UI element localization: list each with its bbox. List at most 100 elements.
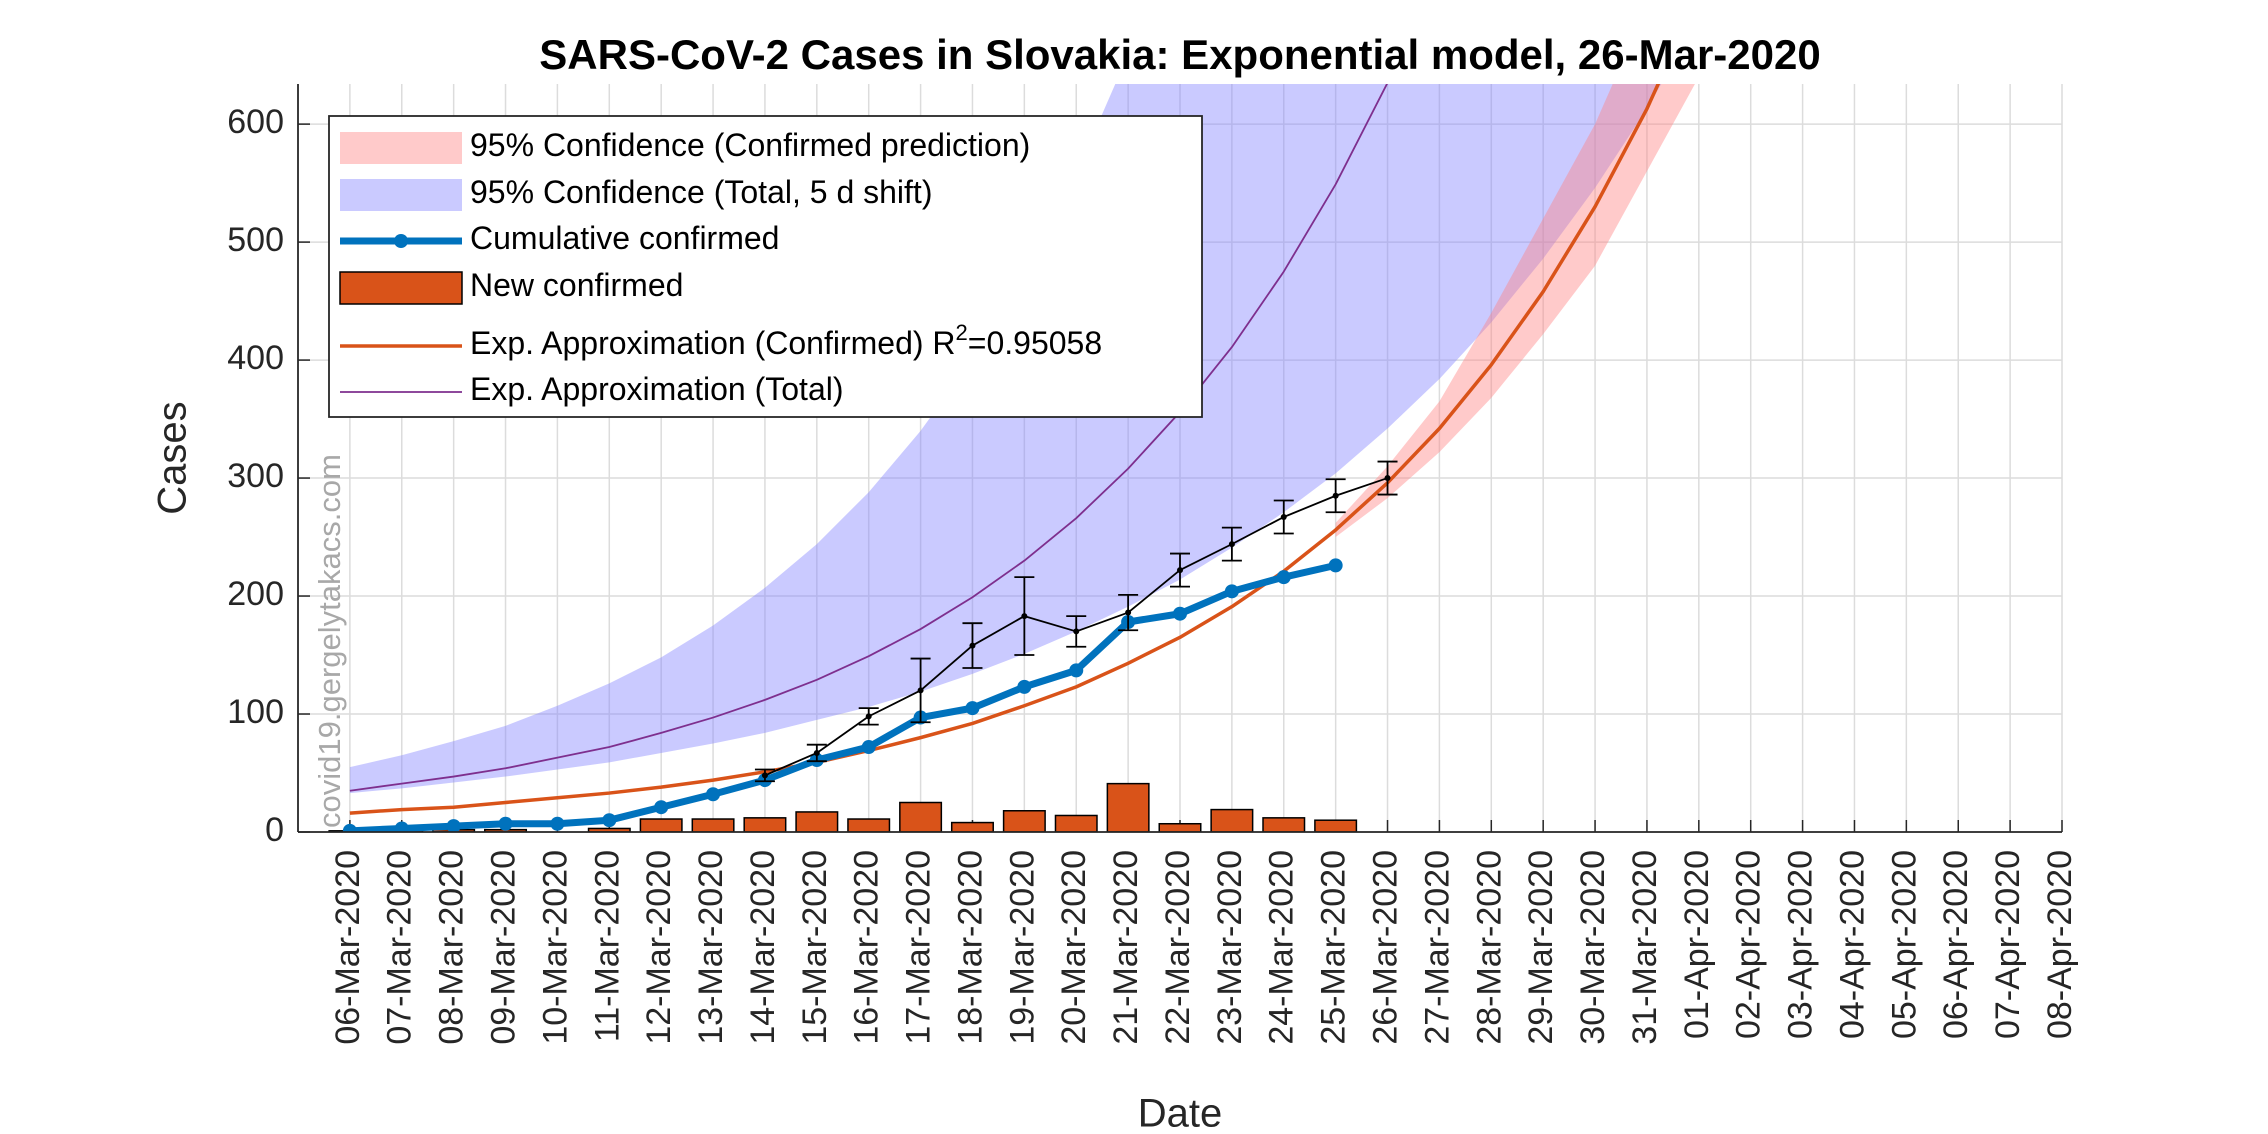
marker [969, 642, 976, 649]
legend-label: Exp. Approximation (Confirmed) R2=0.9505… [470, 320, 1102, 362]
y-tick-label: 600 [227, 103, 284, 141]
marker [498, 816, 513, 831]
marker [1224, 584, 1239, 599]
x-tick-label: 19-Mar-2020 [1003, 850, 1041, 1045]
legend-label-part: 95% Confidence (Total, 5 d shift) [470, 174, 932, 210]
bar [1314, 819, 1358, 832]
x-tick-label: 30-Mar-2020 [1574, 850, 1612, 1045]
y-tick-label: 300 [227, 457, 284, 495]
bar [691, 818, 735, 832]
y-tick-label: 500 [227, 221, 284, 259]
cumulative-line [349, 561, 1337, 832]
confidence-band [349, 84, 1662, 794]
x-tick-label: 12-Mar-2020 [640, 850, 678, 1045]
x-tick-label: 03-Apr-2020 [1782, 850, 1820, 1039]
legend-label: New confirmed [470, 267, 683, 303]
x-tick-label: 27-Mar-2020 [1418, 850, 1456, 1045]
x-tick-label: 15-Mar-2020 [796, 850, 834, 1045]
y-tick-label: 0 [265, 811, 284, 849]
x-tick-label: 31-Mar-2020 [1626, 850, 1664, 1045]
bar [639, 818, 683, 832]
marker [1069, 663, 1084, 678]
x-tick-label: 11-Mar-2020 [588, 850, 626, 1042]
x-tick-label: 07-Apr-2020 [1989, 850, 2027, 1039]
marker [1280, 513, 1287, 520]
marker [813, 749, 820, 756]
marker [446, 819, 461, 832]
bar [1158, 822, 1202, 832]
x-tick-label: 25-Mar-2020 [1315, 850, 1353, 1045]
x-tick-label: 22-Mar-2020 [1159, 850, 1197, 1045]
legend-swatch [340, 132, 462, 164]
bar [899, 801, 943, 832]
x-tick-label: 05-Apr-2020 [1885, 850, 1923, 1039]
x-tick-label: 26-Mar-2020 [1367, 850, 1405, 1045]
x-tick-label: 06-Mar-2020 [329, 850, 367, 1045]
marker [654, 800, 669, 815]
marker [602, 813, 617, 828]
marker [865, 713, 872, 720]
x-tick-label: 17-Mar-2020 [900, 850, 938, 1045]
marker [1173, 606, 1187, 621]
legend-box [328, 115, 1203, 418]
x-tick-label: 06-Apr-2020 [1937, 850, 1975, 1039]
marker [917, 687, 924, 694]
y-tick-label: 200 [227, 575, 284, 613]
legend-label: 95% Confidence (Confirmed prediction) [470, 127, 1030, 163]
bar [1054, 814, 1098, 832]
y-tick-label: 400 [227, 339, 284, 377]
x-tick-label: 21-Mar-2020 [1107, 850, 1145, 1045]
legend-label-part: =0.95058 [968, 325, 1102, 361]
marker [1276, 570, 1291, 585]
bar [1002, 810, 1046, 832]
marker [342, 823, 357, 832]
marker [1017, 679, 1032, 694]
legend-swatch [339, 271, 463, 305]
x-tick-label: 01-Apr-2020 [1678, 850, 1716, 1039]
legend-label-part: Exp. Approximation (Confirmed) R [470, 325, 956, 361]
marker [1384, 475, 1391, 482]
watermark: covid19.gergelytakacs.com [312, 454, 347, 828]
bar [847, 818, 891, 832]
exp-line [349, 84, 1661, 815]
legend-label: 95% Confidence (Total, 5 d shift) [470, 174, 932, 210]
bar [1262, 817, 1306, 832]
marker [965, 701, 980, 716]
legend-label-part: Cumulative confirmed [470, 220, 779, 256]
x-tick-label: 29-Mar-2020 [1522, 850, 1560, 1045]
legend-swatch [394, 234, 408, 248]
x-axis-label: Date [1138, 1092, 1223, 1134]
marker [394, 821, 409, 832]
confidence-band [1335, 84, 1695, 538]
x-tick-label: 07-Mar-2020 [381, 850, 419, 1045]
x-tick-label: 09-Mar-2020 [485, 850, 523, 1045]
x-tick-label: 13-Mar-2020 [692, 850, 730, 1045]
chart-title: SARS-CoV-2 Cases in Slovakia: Exponentia… [539, 31, 1820, 78]
x-tick-label: 16-Mar-2020 [848, 850, 886, 1045]
bar [950, 821, 994, 832]
marker [1228, 541, 1235, 548]
x-tick-label: 24-Mar-2020 [1263, 850, 1301, 1045]
marker [1125, 609, 1132, 616]
legend-label-part: 95% Confidence (Confirmed prediction) [470, 127, 1030, 163]
x-tick-label: 18-Mar-2020 [951, 850, 989, 1045]
plot-area [328, 84, 1695, 832]
marker [1021, 613, 1028, 620]
marker [550, 816, 565, 831]
marker [1328, 558, 1343, 573]
bar [1210, 808, 1254, 832]
marker [1073, 628, 1080, 635]
legend-label: Cumulative confirmed [470, 220, 779, 256]
bar [1106, 782, 1150, 832]
legend: 95% Confidence (Confirmed prediction) 95%… [328, 115, 1203, 418]
x-tick-label: 28-Mar-2020 [1470, 850, 1508, 1045]
x-tick-label: 08-Apr-2020 [2041, 850, 2079, 1039]
bar [587, 827, 631, 832]
bar [743, 817, 787, 832]
x-tick-label: 20-Mar-2020 [1055, 850, 1093, 1045]
marker [706, 787, 721, 802]
x-tick-label: 23-Mar-2020 [1211, 850, 1249, 1045]
y-axis-label: Cases [151, 401, 195, 514]
x-tick-label: 04-Apr-2020 [1833, 850, 1871, 1039]
